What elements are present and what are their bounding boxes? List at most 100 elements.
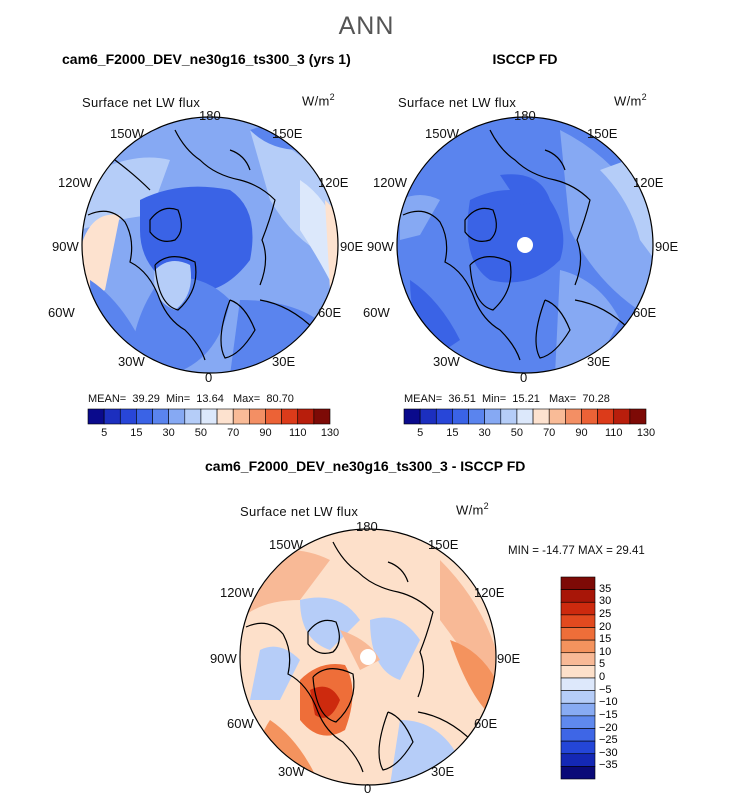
colorbar-tick-label: 25 (599, 607, 612, 620)
colorbar-tick-label: 5 (599, 658, 606, 671)
panel-2-lon-150w: 150W (425, 126, 459, 141)
colorbar-tick-label: 90 (259, 427, 272, 439)
panel-1-lon-60e: 60E (318, 305, 342, 320)
colorbar-tick-label: −15 (599, 708, 618, 721)
colorbar-swatch (232, 408, 250, 425)
colorbar-swatch (560, 601, 596, 616)
panel-1-lon-30w: 30W (118, 354, 145, 369)
colorbar-swatch (560, 576, 596, 590)
colorbar-swatch (87, 408, 105, 425)
panel-1-lon-150e: 150E (272, 126, 303, 141)
colorbar-tick-label: 15 (130, 427, 143, 439)
panel-3-lon-120w: 120W (220, 585, 254, 600)
colorbar-swatch (452, 408, 469, 425)
colorbar-swatch (468, 408, 485, 425)
panel-1-lon-90e: 90E (340, 239, 364, 254)
colorbar-tick-label: 30 (599, 595, 612, 608)
panel-3-lon-30w: 30W (278, 764, 305, 779)
colorbar-swatch (484, 408, 502, 425)
panel-3-title: cam6_F2000_DEV_ne30g16_ts300_3 - ISCCP F… (205, 458, 526, 474)
panel-1-map (81, 116, 339, 374)
panel-3-lon-60e: 60E (474, 716, 498, 731)
colorbar-swatch (548, 408, 566, 425)
colorbar-swatch (152, 408, 169, 425)
colorbar-tick-label: 5 (417, 427, 424, 439)
colorbar-swatch (297, 408, 315, 425)
colorbar-tick-label: 30 (478, 427, 491, 439)
panel-2-lon-30e: 30E (587, 354, 611, 369)
colorbar-tick-label: 30 (162, 427, 175, 439)
colorbar-swatch (560, 715, 596, 729)
panel-2-lon-60w: 60W (363, 305, 390, 320)
colorbar-swatch (560, 690, 596, 704)
colorbar-swatch (265, 408, 282, 425)
panel-3-map (239, 528, 497, 786)
panel-2-units: W/m2 (614, 92, 647, 109)
colorbar-swatch (560, 766, 596, 780)
panel-3-lon-180: 180 (356, 519, 378, 534)
colorbar-swatch (560, 677, 596, 691)
colorbar-swatch (629, 408, 647, 425)
panel-2-map (396, 116, 654, 374)
colorbar-swatch (560, 702, 596, 717)
colorbar-swatch (560, 728, 596, 742)
colorbar-tick-label: −25 (599, 734, 618, 747)
panel-2-lon-120w: 120W (373, 175, 407, 190)
panel-3-lon-150e: 150E (428, 537, 459, 552)
colorbar-tick-label: −10 (599, 696, 618, 709)
colorbar-tick-label: 35 (599, 582, 612, 595)
panel-3-lon-0: 0 (364, 781, 372, 796)
panel-3-units: W/m2 (456, 501, 489, 518)
colorbar-tick-label: 90 (575, 427, 588, 439)
colorbar-swatch (184, 408, 202, 425)
colorbar-tick-label: 110 (288, 427, 307, 439)
panel-2-variable-label: Surface net LW flux (398, 95, 517, 110)
colorbar-swatch (103, 408, 121, 425)
panel-3-lon-60w: 60W (227, 716, 254, 731)
colorbar-tick-label: 0 (599, 671, 606, 683)
panel-1-lon-120w: 120W (58, 175, 92, 190)
colorbar-swatch (560, 740, 596, 755)
colorbar-swatch (281, 408, 299, 425)
panel-3-lon-120e: 120E (474, 585, 505, 600)
season-title: ANN (338, 12, 395, 40)
colorbar-swatch (597, 408, 615, 425)
panel-1-units: W/m2 (302, 92, 335, 109)
colorbar-tick-label: −5 (599, 683, 612, 696)
panel-2-lon-180: 180 (514, 108, 536, 123)
colorbar-swatch (560, 639, 596, 654)
panel-1-lon-0: 0 (205, 370, 213, 385)
panel-2-stats: MEAN= 36.51 Min= 15.21 Max= 70.28 (404, 393, 610, 405)
colorbar-swatch (249, 408, 266, 425)
panel-2-title: ISCCP FD (492, 51, 558, 67)
colorbar-tick-label: 70 (543, 427, 556, 439)
colorbar-swatch (560, 589, 596, 603)
colorbar-tick-label: −20 (599, 721, 618, 734)
panel-2-lon-90w: 90W (367, 239, 394, 254)
panel-2-lon-30w: 30W (433, 354, 460, 369)
colorbar-swatch (313, 408, 331, 425)
panel-2-pole-mask (517, 237, 533, 253)
panel-3-lon-150w: 150W (269, 537, 303, 552)
colorbar-swatch (419, 408, 437, 425)
panel-3-colorbar (560, 576, 596, 780)
colorbar-tick-label: 130 (320, 427, 340, 439)
colorbar-swatch (119, 408, 137, 425)
colorbar-swatch (200, 408, 218, 425)
panel-3-lon-90e: 90E (497, 651, 521, 666)
panel-1-lon-180: 180 (199, 108, 221, 123)
colorbar-tick-label: 130 (636, 427, 656, 439)
colorbar-tick-label: 110 (604, 427, 623, 439)
colorbar-tick-label: 10 (599, 645, 612, 658)
panel-2-lon-60e: 60E (633, 305, 657, 320)
colorbar-swatch (216, 408, 234, 425)
panel-3-stats: MIN = -14.77 MAX = 29.41 (508, 545, 645, 557)
colorbar-tick-label: −35 (599, 759, 618, 772)
panel-2-lon-0: 0 (520, 370, 528, 385)
colorbar-swatch (168, 408, 186, 425)
panel-3-lon-30e: 30E (431, 764, 455, 779)
colorbar-swatch (613, 408, 631, 425)
colorbar-tick-label: 70 (227, 427, 240, 439)
colorbar-swatch (403, 408, 421, 425)
